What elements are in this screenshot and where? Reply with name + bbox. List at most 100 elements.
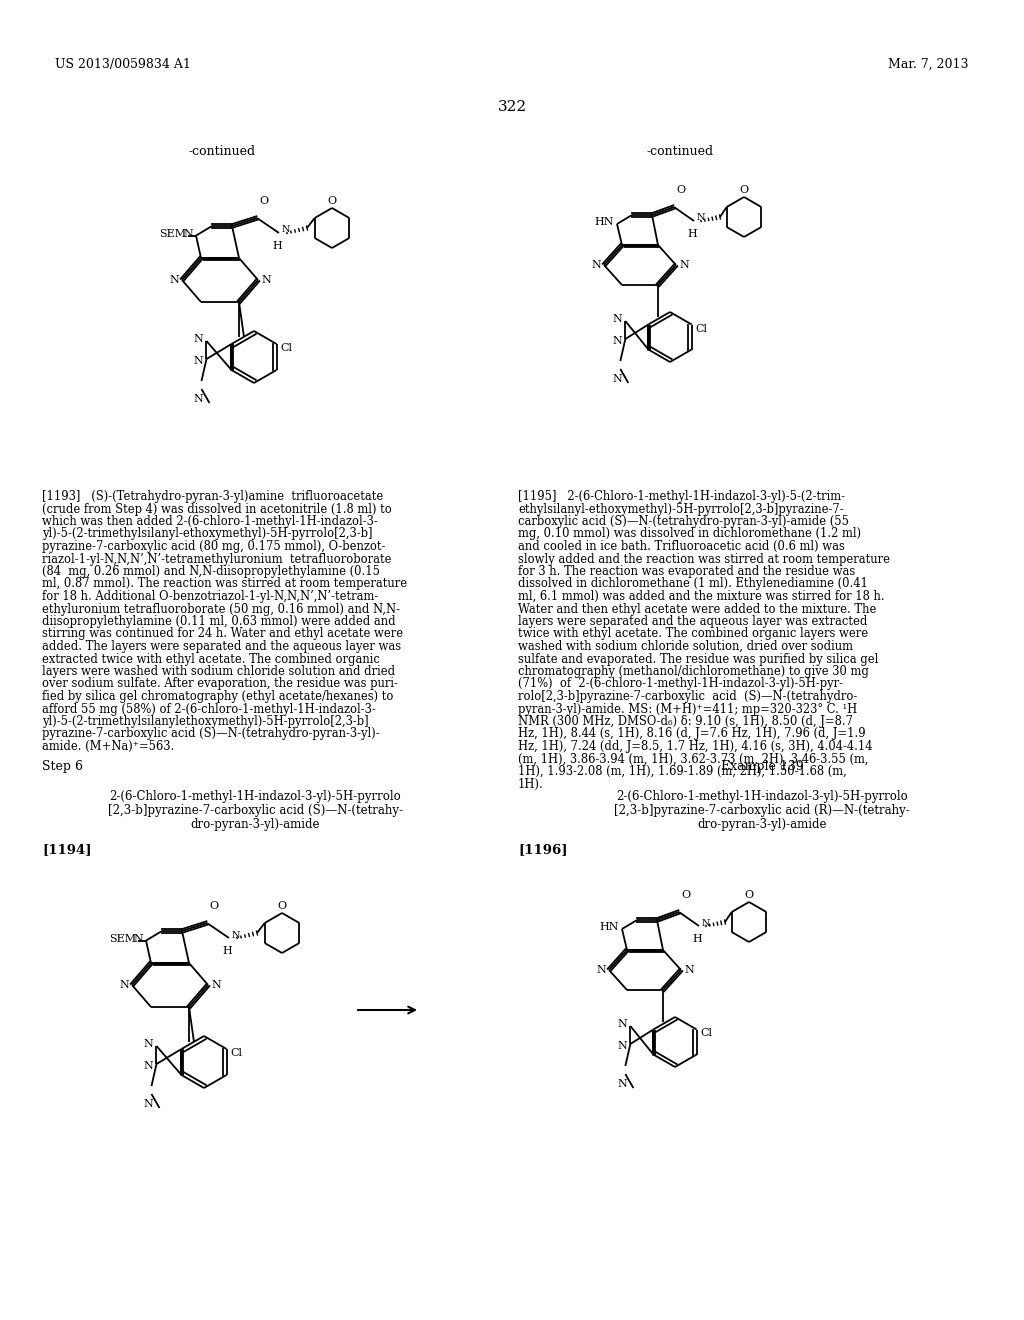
- Text: dissolved in dichloromethane (1 ml). Ethylenediamine (0.41: dissolved in dichloromethane (1 ml). Eth…: [518, 578, 868, 590]
- Text: NMR (300 MHz, DMSO-d₆) δ: 9.10 (s, 1H), 8.50 (d, J=8.7: NMR (300 MHz, DMSO-d₆) δ: 9.10 (s, 1H), …: [518, 715, 853, 729]
- Text: SEM: SEM: [159, 228, 186, 239]
- Text: Cl: Cl: [230, 1048, 243, 1059]
- Text: 2-(6-Chloro-1-methyl-1H-indazol-3-yl)-5H-pyrrolo: 2-(6-Chloro-1-methyl-1H-indazol-3-yl)-5H…: [110, 789, 400, 803]
- Text: [1194]: [1194]: [42, 843, 91, 855]
- Text: ethylsilanyl-ethoxymethyl)-5H-pyrrolo[2,3-b]pyrazine-7-: ethylsilanyl-ethoxymethyl)-5H-pyrrolo[2,…: [518, 503, 844, 516]
- Text: riazol-1-yl-N,N,N’,N’-tetramethyluronium  tetrafluoroborate: riazol-1-yl-N,N,N’,N’-tetramethyluronium…: [42, 553, 391, 565]
- Text: N: N: [194, 356, 204, 366]
- Text: N: N: [617, 1019, 628, 1030]
- Text: N: N: [261, 275, 270, 285]
- Text: (84  mg, 0.26 mmol) and N,N-diisopropylethylamine (0.15: (84 mg, 0.26 mmol) and N,N-diisopropylet…: [42, 565, 380, 578]
- Text: and cooled in ice bath. Trifluoroacetic acid (0.6 ml) was: and cooled in ice bath. Trifluoroacetic …: [518, 540, 845, 553]
- Text: rolo[2,3-b]pyrazine-7-carboxylic  acid  (S)—N-(tetrahydro-: rolo[2,3-b]pyrazine-7-carboxylic acid (S…: [518, 690, 857, 704]
- Text: dro-pyran-3-yl)-amide: dro-pyran-3-yl)-amide: [697, 818, 826, 832]
- Text: fied by silica gel chromatography (ethyl acetate/hexanes) to: fied by silica gel chromatography (ethyl…: [42, 690, 393, 704]
- Text: Cl: Cl: [281, 343, 293, 352]
- Text: [1196]: [1196]: [518, 843, 567, 855]
- Text: N: N: [612, 337, 623, 346]
- Text: pyrazine-7-carboxylic acid (80 mg, 0.175 mmol), O-benzot-: pyrazine-7-carboxylic acid (80 mg, 0.175…: [42, 540, 385, 553]
- Text: stirring was continued for 24 h. Water and ethyl acetate were: stirring was continued for 24 h. Water a…: [42, 627, 403, 640]
- Text: ml, 6.1 mmol) was added and the mixture was stirred for 18 h.: ml, 6.1 mmol) was added and the mixture …: [518, 590, 885, 603]
- Text: N: N: [143, 1100, 154, 1109]
- Text: 1H), 1.93-2.08 (m, 1H), 1.69-1.89 (m, 2H), 1.50-1.68 (m,: 1H), 1.93-2.08 (m, 1H), 1.69-1.89 (m, 2H…: [518, 766, 847, 777]
- Text: N: N: [612, 374, 623, 384]
- Text: pyrazine-7-carboxylic acid (S)—N-(tetrahydro-pyran-3-yl)-: pyrazine-7-carboxylic acid (S)—N-(tetrah…: [42, 727, 380, 741]
- Text: ethyluronium tetrafluoroborate (50 mg, 0.16 mmol) and N,N-: ethyluronium tetrafluoroborate (50 mg, 0…: [42, 602, 400, 615]
- Text: H: H: [692, 935, 701, 944]
- Text: O: O: [744, 890, 754, 900]
- Text: N: N: [591, 260, 601, 271]
- Text: HN: HN: [595, 216, 614, 227]
- Text: (m, 1H), 3.86-3.94 (m, 1H), 3.62-3.73 (m, 2H), 3.46-3.55 (m,: (m, 1H), 3.86-3.94 (m, 1H), 3.62-3.73 (m…: [518, 752, 868, 766]
- Text: washed with sodium chloride solution, dried over sodium: washed with sodium chloride solution, dr…: [518, 640, 853, 653]
- Text: chromatography (methanol/dichloromethane) to give 30 mg: chromatography (methanol/dichloromethane…: [518, 665, 869, 678]
- Text: slowly added and the reaction was stirred at room temperature: slowly added and the reaction was stirre…: [518, 553, 890, 565]
- Text: for 18 h. Additional O-benzotriazol-1-yl-N,N,N’,N’-tetram-: for 18 h. Additional O-benzotriazol-1-yl…: [42, 590, 378, 603]
- Text: Hz, 1H), 8.44 (s, 1H), 8.16 (d, J=7.6 Hz, 1H), 7.96 (d, J=1.9: Hz, 1H), 8.44 (s, 1H), 8.16 (d, J=7.6 Hz…: [518, 727, 865, 741]
- Text: O: O: [278, 902, 287, 911]
- Text: SEM: SEM: [109, 933, 136, 944]
- Text: 1H).: 1H).: [518, 777, 544, 791]
- Text: -continued: -continued: [646, 145, 714, 158]
- Text: which was then added 2-(6-chloro-1-methyl-1H-indazol-3-: which was then added 2-(6-chloro-1-methy…: [42, 515, 378, 528]
- Text: N: N: [194, 393, 204, 404]
- Text: amide. (M+Na)⁺=563.: amide. (M+Na)⁺=563.: [42, 741, 174, 752]
- Text: added. The layers were separated and the aqueous layer was: added. The layers were separated and the…: [42, 640, 401, 653]
- Text: H: H: [272, 242, 282, 251]
- Text: N: N: [194, 334, 204, 345]
- Text: Hz, 1H), 7.24 (dd, J=8.5, 1.7 Hz, 1H), 4.16 (s, 3H), 4.04-4.14: Hz, 1H), 7.24 (dd, J=8.5, 1.7 Hz, 1H), 4…: [518, 741, 872, 752]
- Text: extracted twice with ethyl acetate. The combined organic: extracted twice with ethyl acetate. The …: [42, 652, 380, 665]
- Text: layers were washed with sodium chloride solution and dried: layers were washed with sodium chloride …: [42, 665, 395, 678]
- Text: 322: 322: [498, 100, 526, 114]
- Text: N: N: [612, 314, 623, 323]
- Text: H: H: [222, 946, 231, 956]
- Text: [2,3-b]pyrazine-7-carboxylic acid (S)—N-(tetrahy-: [2,3-b]pyrazine-7-carboxylic acid (S)—N-…: [108, 804, 402, 817]
- Text: H: H: [687, 228, 697, 239]
- Text: N: N: [183, 228, 193, 239]
- Text: N: N: [133, 933, 143, 944]
- Text: O: O: [676, 185, 685, 195]
- Text: twice with ethyl acetate. The combined organic layers were: twice with ethyl acetate. The combined o…: [518, 627, 868, 640]
- Text: O: O: [259, 195, 268, 206]
- Text: [1195]   2-(6-Chloro-1-methyl-1H-indazol-3-yl)-5-(2-trim-: [1195] 2-(6-Chloro-1-methyl-1H-indazol-3…: [518, 490, 845, 503]
- Text: N: N: [702, 919, 711, 928]
- Text: O: O: [209, 902, 218, 911]
- Text: N: N: [596, 965, 606, 975]
- Text: Cl: Cl: [695, 323, 708, 334]
- Text: Step 6: Step 6: [42, 760, 83, 774]
- Text: diisopropylethylamine (0.11 ml, 0.63 mmol) were added and: diisopropylethylamine (0.11 ml, 0.63 mmo…: [42, 615, 395, 628]
- Text: sulfate and evaporated. The residue was purified by silica gel: sulfate and evaporated. The residue was …: [518, 652, 879, 665]
- Text: (crude from Step 4) was dissolved in acetonitrile (1.8 ml) to: (crude from Step 4) was dissolved in ace…: [42, 503, 392, 516]
- Text: N: N: [232, 931, 241, 940]
- Text: pyran-3-yl)-amide. MS: (M+H)⁺=411; mp=320-323° C. ¹H: pyran-3-yl)-amide. MS: (M+H)⁺=411; mp=32…: [518, 702, 857, 715]
- Text: HN: HN: [599, 921, 618, 932]
- Text: yl)-5-(2-trimethylsilanylethoxymethyl)-5H-pyrrolo[2,3-b]: yl)-5-(2-trimethylsilanylethoxymethyl)-5…: [42, 715, 369, 729]
- Text: N: N: [679, 260, 689, 271]
- Text: afford 55 mg (58%) of 2-(6-chloro-1-methyl-1H-indazol-3-: afford 55 mg (58%) of 2-(6-chloro-1-meth…: [42, 702, 376, 715]
- Text: O: O: [739, 185, 749, 195]
- Text: for 3 h. The reaction was evaporated and the residue was: for 3 h. The reaction was evaporated and…: [518, 565, 855, 578]
- Text: -continued: -continued: [188, 145, 256, 158]
- Text: N: N: [143, 1039, 154, 1049]
- Text: yl)-5-(2-trimethylsilanyl-ethoxymethyl)-5H-pyrrolo[2,3-b]: yl)-5-(2-trimethylsilanyl-ethoxymethyl)-…: [42, 528, 373, 540]
- Text: [2,3-b]pyrazine-7-carboxylic acid (R)—N-(tetrahy-: [2,3-b]pyrazine-7-carboxylic acid (R)—N-…: [614, 804, 910, 817]
- Text: O: O: [328, 195, 337, 206]
- Text: N: N: [211, 979, 221, 990]
- Text: N: N: [282, 226, 291, 235]
- Text: mg, 0.10 mmol) was dissolved in dichloromethane (1.2 ml): mg, 0.10 mmol) was dissolved in dichloro…: [518, 528, 861, 540]
- Text: ml, 0.87 mmol). The reaction was stirred at room temperature: ml, 0.87 mmol). The reaction was stirred…: [42, 578, 408, 590]
- Text: N: N: [617, 1078, 628, 1089]
- Text: Cl: Cl: [700, 1028, 713, 1039]
- Text: layers were separated and the aqueous layer was extracted: layers were separated and the aqueous la…: [518, 615, 867, 628]
- Text: N: N: [684, 965, 693, 975]
- Text: (71%)  of  2-(6-chloro-1-methyl-1H-indazol-3-yl)-5H-pyr-: (71%) of 2-(6-chloro-1-methyl-1H-indazol…: [518, 677, 843, 690]
- Text: US 2013/0059834 A1: US 2013/0059834 A1: [55, 58, 190, 71]
- Text: dro-pyran-3-yl)-amide: dro-pyran-3-yl)-amide: [190, 818, 319, 832]
- Text: Water and then ethyl acetate were added to the mixture. The: Water and then ethyl acetate were added …: [518, 602, 877, 615]
- Text: N: N: [697, 214, 706, 223]
- Text: 2-(6-Chloro-1-methyl-1H-indazol-3-yl)-5H-pyrrolo: 2-(6-Chloro-1-methyl-1H-indazol-3-yl)-5H…: [616, 789, 908, 803]
- Text: [1193]   (S)-(Tetrahydro-pyran-3-yl)amine  trifluoroacetate: [1193] (S)-(Tetrahydro-pyran-3-yl)amine …: [42, 490, 383, 503]
- Text: N: N: [119, 979, 129, 990]
- Text: N: N: [617, 1041, 628, 1051]
- Text: over sodium sulfate. After evaporation, the residue was puri-: over sodium sulfate. After evaporation, …: [42, 677, 398, 690]
